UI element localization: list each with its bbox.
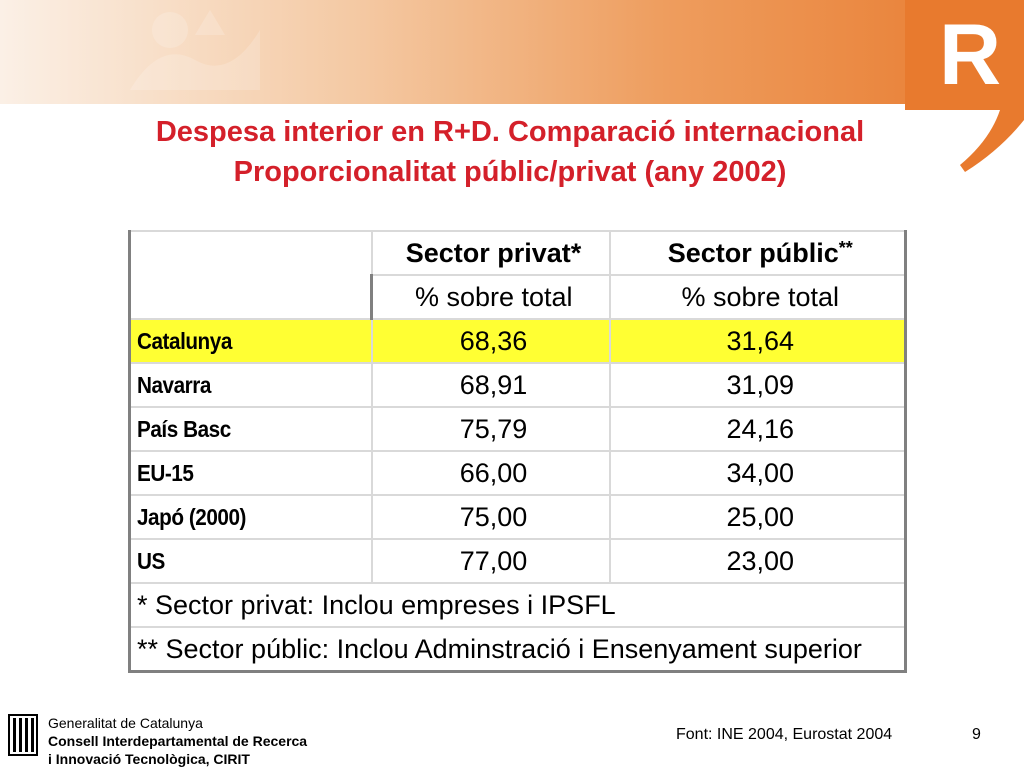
org-line-2: Consell Interdepartamental de Recerca: [48, 733, 308, 749]
logo-letter: R: [939, 7, 1001, 103]
header-sector-public-stars: **: [838, 237, 853, 258]
table-row: US 77,00 23,00: [128, 538, 907, 584]
page-number: 9: [972, 726, 981, 743]
country-label: Catalunya: [137, 327, 232, 354]
country-cell: Navarra: [128, 362, 373, 408]
page-title: Despesa interior en R+D. Comparació inte…: [0, 112, 1024, 192]
table-row: País Basc 75,79 24,16: [128, 406, 907, 452]
note-row: * Sector privat: Inclou empreses i IPSFL: [128, 582, 907, 628]
country-cell: US: [128, 538, 373, 584]
country-cell: País Basc: [128, 406, 373, 452]
header-corner-cell: [128, 230, 373, 320]
footnote-public: ** Sector públic: Inclou Adminstració i …: [128, 626, 907, 673]
rd-comparison-table: Sector privat* Sector públic** % sobre t…: [128, 230, 907, 673]
title-line-2: Proporcionalitat públic/privat (any 2002…: [233, 156, 787, 188]
public-value: 34,00: [608, 450, 907, 496]
table-row: Navarra 68,91 31,09: [128, 362, 907, 408]
org-line-1: Generalitat de Catalunya: [48, 715, 203, 731]
country-label: País Basc: [137, 415, 231, 442]
privat-value: 75,00: [370, 494, 611, 540]
country-cell: Catalunya: [128, 318, 373, 364]
subheader-row: % sobre total % sobre total: [130, 274, 907, 320]
cirit-r-logo-icon: R: [905, 0, 1024, 172]
generalitat-footer: Generalitat de Catalunya Consell Interde…: [8, 714, 368, 767]
public-value: 31,64: [608, 318, 907, 364]
header-banner: [0, 0, 1024, 104]
public-value: 31,09: [608, 362, 907, 408]
header-row: Sector privat* Sector públic**: [128, 230, 907, 320]
table-row: Japó (2000) 75,00 25,00: [128, 494, 907, 540]
subheader-privat: % sobre total: [370, 274, 611, 320]
privat-value: 75,79: [370, 406, 611, 452]
header-sector-privat: Sector privat*: [370, 230, 611, 276]
title-line-1: Despesa interior en R+D. Comparació inte…: [155, 116, 865, 148]
note-row: ** Sector públic: Inclou Adminstració i …: [128, 626, 907, 673]
subheader-public: % sobre total: [608, 274, 907, 320]
public-value: 24,16: [608, 406, 907, 452]
country-cell: Japó (2000): [128, 494, 373, 540]
privat-value: 77,00: [370, 538, 611, 584]
country-label: US: [137, 547, 165, 574]
table-row: Catalunya 68,36 31,64: [128, 318, 907, 364]
privat-value: 68,36: [370, 318, 611, 364]
public-value: 23,00: [608, 538, 907, 584]
public-value: 25,00: [608, 494, 907, 540]
privat-value: 66,00: [370, 450, 611, 496]
generalitat-emblem-icon: [8, 714, 38, 756]
country-cell: EU-15: [128, 450, 373, 496]
source-note: Font: INE 2004, Eurostat 2004: [676, 726, 893, 743]
table-row: EU-15 66,00 34,00: [128, 450, 907, 496]
footnote-privat: * Sector privat: Inclou empreses i IPSFL: [128, 582, 907, 628]
header-sector-public: Sector públic**: [608, 230, 907, 276]
header-sector-public-label: Sector públic: [667, 237, 839, 268]
org-line-3: i Innovació Tecnològica, CIRIT: [48, 751, 250, 767]
country-label: Japó (2000): [137, 503, 246, 530]
privat-value: 68,91: [370, 362, 611, 408]
country-label: Navarra: [137, 371, 211, 398]
organization-name: Generalitat de Catalunya Consell Interde…: [48, 714, 307, 768]
country-label: EU-15: [137, 459, 194, 486]
emblem-watermark-icon: [130, 10, 260, 90]
